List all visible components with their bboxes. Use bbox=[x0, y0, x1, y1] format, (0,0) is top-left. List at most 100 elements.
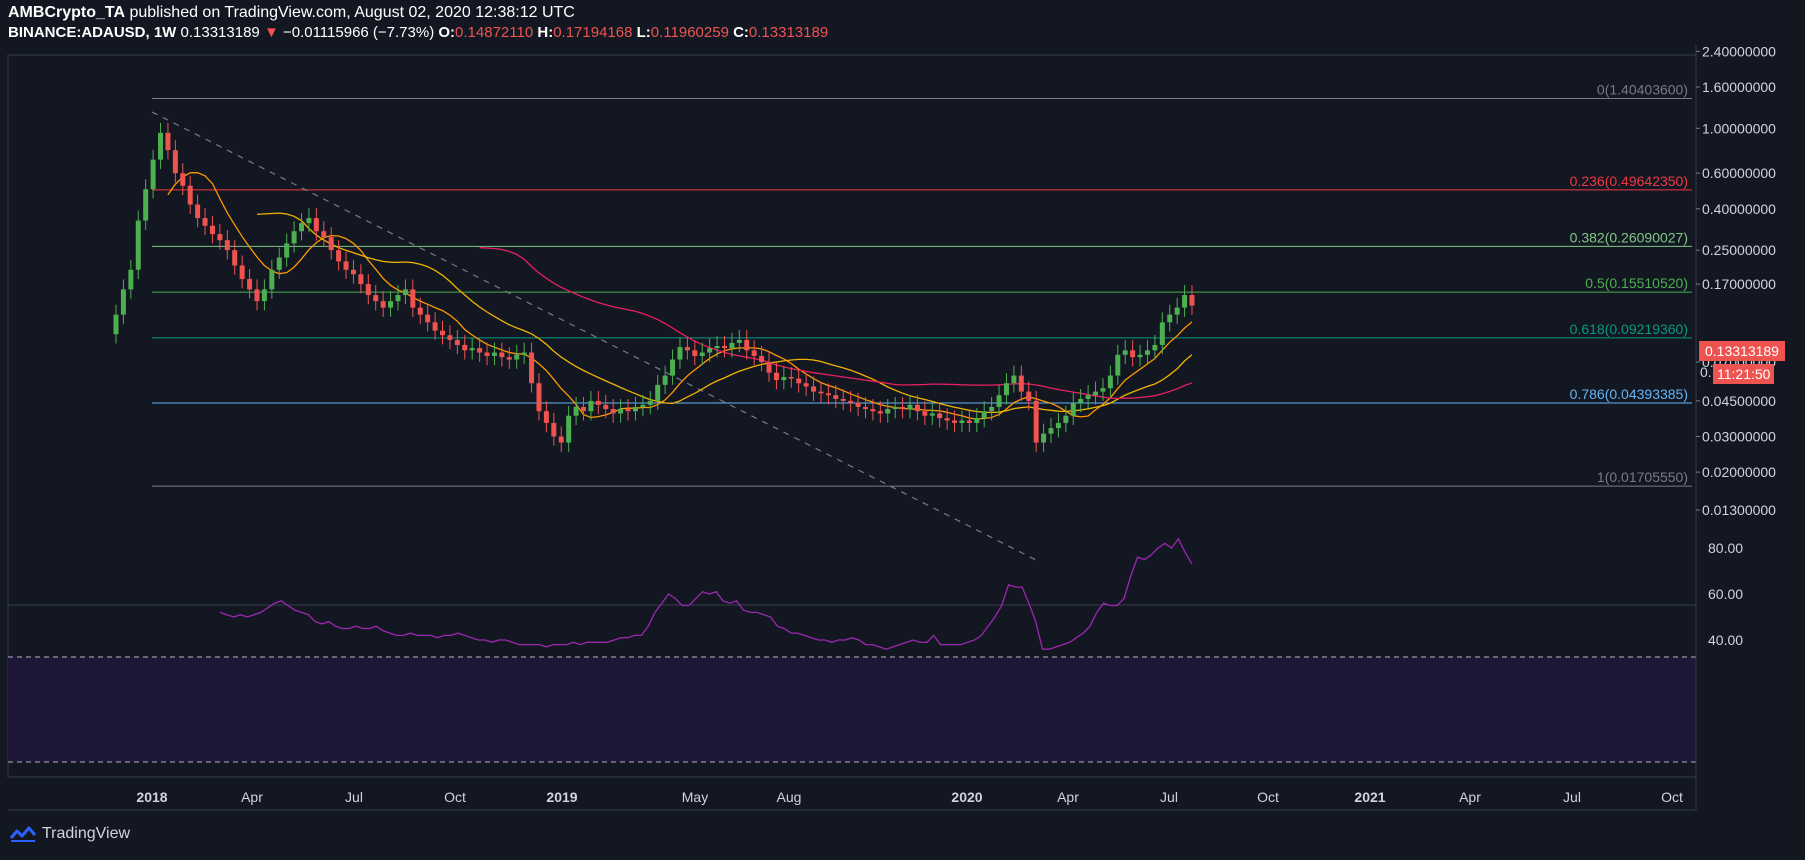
author-name[interactable]: AMBCrypto_TA bbox=[8, 4, 126, 21]
time-tick-label: Oct bbox=[1661, 789, 1683, 805]
candle-body bbox=[1003, 383, 1009, 396]
price-tick-label: 0.02000000 bbox=[1702, 464, 1776, 480]
ma-slow-line bbox=[479, 247, 1193, 400]
fib-level-label: 0.5(0.15510520) bbox=[1585, 275, 1688, 291]
candle-body bbox=[781, 377, 787, 381]
candle-body bbox=[981, 411, 987, 419]
candle-body bbox=[944, 418, 950, 421]
candle-body bbox=[1041, 433, 1047, 443]
candle-body bbox=[1100, 388, 1106, 392]
rsi-axis: 80.00 60.00 40.00 bbox=[1708, 540, 1743, 648]
candle-body bbox=[447, 335, 453, 340]
candle-body bbox=[395, 295, 401, 302]
candle-body bbox=[1011, 375, 1017, 384]
rsi-band-fill bbox=[8, 657, 1696, 762]
chart-header: AMBCrypto_TA published on TradingView.co… bbox=[8, 3, 828, 43]
candle-body bbox=[989, 406, 995, 412]
time-axis[interactable]: 2018 Apr Jul Oct 2019 May Aug 2020 Apr Jul Oct 2021… bbox=[136, 789, 1683, 805]
published-text: published on TradingView.com, August 02,… bbox=[129, 4, 575, 21]
countdown-tag: 11:21:50 bbox=[1713, 364, 1775, 384]
candle-body bbox=[900, 406, 906, 410]
candle-body bbox=[1093, 391, 1099, 396]
candle-body bbox=[350, 269, 356, 275]
candle-body bbox=[417, 307, 423, 315]
candle-body bbox=[1107, 375, 1113, 389]
price-tick-label: 1.00000000 bbox=[1702, 120, 1776, 136]
candle-body bbox=[632, 406, 638, 412]
candle-body bbox=[625, 409, 631, 412]
time-tick-label: Apr bbox=[1459, 789, 1481, 805]
low-label: L: bbox=[636, 24, 651, 41]
candle-body bbox=[796, 378, 802, 384]
price-axis[interactable]: 2.40000000 1.60000000 1.00000000 0.60000000… bbox=[1696, 43, 1776, 518]
candle-body bbox=[677, 347, 683, 360]
candle-body bbox=[239, 265, 245, 280]
price-tick-label: 0.04500000 bbox=[1702, 393, 1776, 409]
candle-body bbox=[113, 314, 119, 335]
candle-body bbox=[1026, 391, 1032, 401]
candle-body bbox=[358, 274, 364, 285]
candle-body bbox=[1085, 395, 1091, 399]
fib-trend-line[interactable] bbox=[151, 111, 1037, 561]
candle-body bbox=[202, 218, 208, 226]
candle-body bbox=[1055, 422, 1061, 429]
time-tick-label: Jul bbox=[1160, 789, 1178, 805]
candle-body bbox=[1018, 375, 1024, 392]
candle-body bbox=[425, 314, 431, 323]
candle-body bbox=[254, 289, 260, 302]
time-tick-label: Oct bbox=[1257, 789, 1279, 805]
time-tick-label: 2019 bbox=[546, 789, 577, 805]
candle-body bbox=[707, 348, 713, 353]
candle-body bbox=[321, 231, 327, 238]
candle-body bbox=[1048, 428, 1054, 434]
candle-body bbox=[974, 418, 980, 423]
fib-retracement[interactable]: 0(1.40403600) 0.236(0.49642350) 0.382(0.26… bbox=[152, 81, 1692, 487]
rsi-line bbox=[219, 537, 1193, 650]
candle-body bbox=[1152, 344, 1158, 351]
candle-body bbox=[217, 234, 223, 241]
rsi-tick-label: 40.00 bbox=[1708, 632, 1743, 648]
candle-body bbox=[491, 352, 497, 356]
candle-body bbox=[551, 422, 557, 437]
time-tick-label: Apr bbox=[241, 789, 263, 805]
rsi-tick-label: 80.00 bbox=[1708, 540, 1743, 556]
tradingview-logo-icon bbox=[10, 826, 36, 842]
candle-body bbox=[158, 132, 164, 160]
candle-body bbox=[744, 339, 750, 351]
candlesticks bbox=[113, 122, 1195, 452]
candle-body bbox=[165, 132, 171, 151]
candle-body bbox=[1167, 314, 1173, 323]
fib-level-label: 1(0.01705550) bbox=[1597, 469, 1688, 485]
candle-body bbox=[172, 150, 178, 174]
candle-body bbox=[1189, 295, 1195, 306]
candle-body bbox=[714, 346, 720, 349]
candle-body bbox=[729, 342, 735, 349]
candle-body bbox=[1033, 400, 1039, 443]
high-label: H: bbox=[537, 24, 554, 41]
candle-body bbox=[529, 352, 535, 384]
candle-body bbox=[291, 231, 297, 244]
candle-body bbox=[209, 225, 215, 235]
publish-line: AMBCrypto_TA published on TradingView.co… bbox=[8, 3, 828, 23]
time-tick-label: Jul bbox=[1563, 789, 1581, 805]
time-tick-label: 2020 bbox=[951, 789, 982, 805]
fib-level-label: 0.236(0.49642350) bbox=[1570, 173, 1688, 189]
candle-body bbox=[699, 352, 705, 356]
ma-fast-line bbox=[167, 172, 1193, 420]
candle-body bbox=[558, 436, 564, 443]
candle-body bbox=[959, 420, 965, 423]
symbol-label[interactable]: BINANCE:ADAUSD, 1W bbox=[8, 24, 177, 41]
candle-body bbox=[588, 400, 594, 412]
candle-body bbox=[380, 301, 386, 308]
price-tick-label: 2.40000000 bbox=[1702, 43, 1776, 59]
rsi-tick-label: 60.00 bbox=[1708, 586, 1743, 602]
candle-body bbox=[803, 383, 809, 387]
candle-body bbox=[232, 250, 238, 266]
candle-body bbox=[1070, 402, 1076, 416]
candle-body bbox=[432, 322, 438, 331]
candle-body bbox=[224, 240, 230, 251]
tradingview-logo[interactable]: TradingView bbox=[10, 825, 130, 843]
candle-body bbox=[833, 395, 839, 399]
candle-body bbox=[373, 295, 379, 302]
